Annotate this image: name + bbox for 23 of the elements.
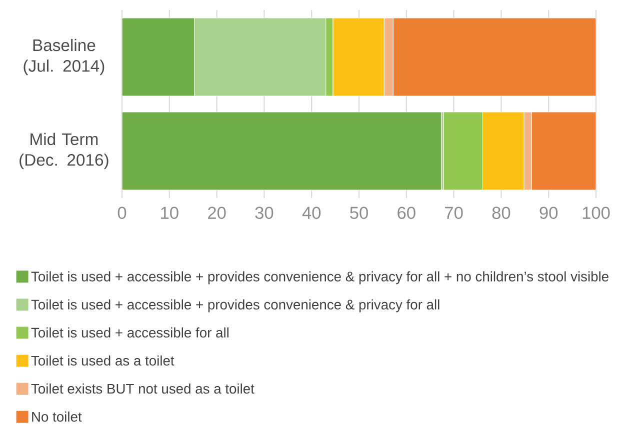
bar [122,112,442,190]
x-tick-label: 40 [302,206,321,219]
x-tick-label: 70 [445,206,463,219]
bar [122,18,195,96]
x-tick-label: 60 [398,206,416,219]
x-tick-label: 0 [118,206,126,219]
x-tick-label: 100 [582,206,610,219]
x-tick-label: 80 [492,206,510,219]
legend-label: Toilet is used + accessible + provides convenience & privacy for all [31,299,440,312]
legend-label: Toilet is used as a toilet [31,355,174,366]
bar [392,18,596,96]
x-tick-label: 50 [350,206,368,219]
x-tick-label: 10 [161,206,178,219]
x-tick-label: 30 [255,206,274,219]
legend-label: Toilet is used + accessible for all [31,327,228,338]
y-tick-label: Mid Term (Dec. 2016) [20,132,108,170]
bar [531,112,596,190]
x-tick-label: 20 [208,206,226,219]
legend-label: Toilet is used + accessible + provides convenience & privacy for all + no children’s stool visible [31,271,608,284]
legend-label: No toilet [32,412,82,422]
legend-label: Toilet exists BUT not used as a toilet [31,383,254,394]
y-tick-label: Baseline (Jul. 2014) [24,38,104,76]
x-tick-label: 90 [540,206,558,219]
